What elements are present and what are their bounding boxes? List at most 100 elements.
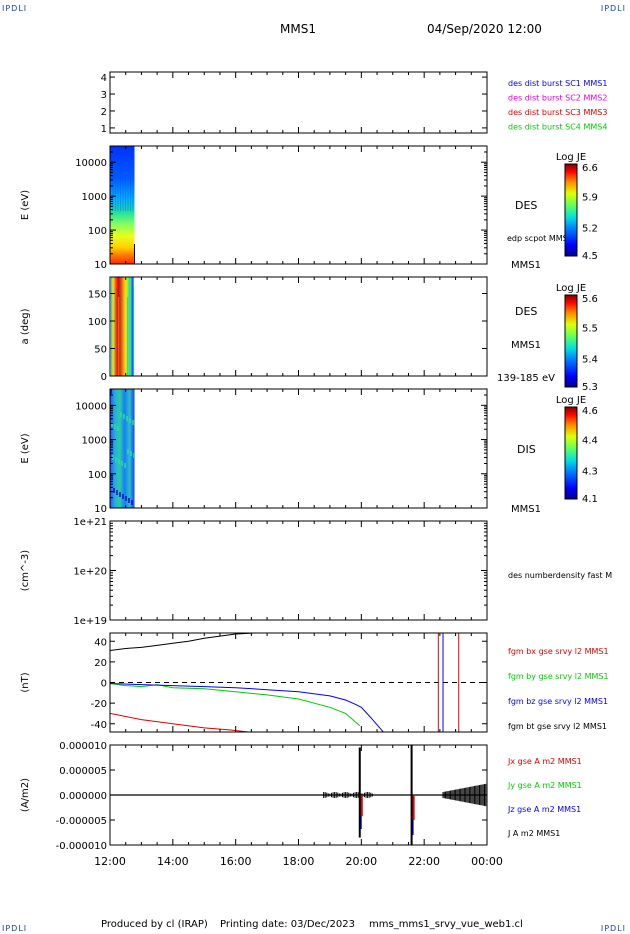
- panel-frame: [109, 388, 488, 509]
- legend-entry: fgm bt gse srvy l2 MMS1: [508, 722, 607, 731]
- fgm-series-line: [109, 712, 249, 733]
- fgm-series-line: [109, 683, 361, 727]
- spectrogram-texture: [120, 146, 121, 211]
- y-axis-label: (cm^-3): [20, 550, 31, 591]
- y-tick-label: 10: [94, 260, 107, 271]
- colorbar-tick: 5.3: [582, 382, 598, 393]
- plot-datetime: 04/Sep/2020 12:00: [427, 22, 542, 36]
- spectrogram-texture: [120, 412, 122, 417]
- spacecraft-label: MMS1: [511, 260, 541, 271]
- y-tick-label: 0.000010: [59, 741, 107, 752]
- colorbar-tick: 5.2: [582, 223, 598, 234]
- panel-frame: [109, 71, 488, 134]
- spectrogram-texture: [111, 422, 113, 427]
- panel-frame: [109, 276, 488, 377]
- y-tick-label: 10000: [75, 158, 107, 169]
- legend-entry: des dist burst SC1 MMS1: [508, 79, 607, 88]
- colorbar-tick: 5.9: [582, 193, 598, 204]
- x-tick-label: 20:00: [345, 855, 377, 868]
- y-axis-label: a (deg): [20, 308, 31, 344]
- y-tick-label: 100: [88, 226, 107, 237]
- colorbar-tick: 5.5: [582, 324, 598, 335]
- y-tick-label: -40: [91, 720, 107, 731]
- corner-label-bottom-right: IPDLI: [600, 924, 626, 933]
- colorbar-title: Log JE: [556, 283, 586, 294]
- y-tick-label: 1e+19: [73, 616, 107, 627]
- spectrogram-texture: [122, 494, 124, 499]
- spectrogram-texture: [133, 287, 135, 376]
- spectrogram-texture: [124, 287, 126, 376]
- y-tick-label: 4: [101, 73, 107, 84]
- y-tick-label: 100: [88, 317, 107, 328]
- des-pitch-spectrogram: [111, 277, 134, 376]
- spectrogram-texture: [133, 453, 135, 458]
- legend-entry: Jx gse A m2 MMS1: [507, 757, 582, 766]
- des-energy-spectrogram: [110, 146, 135, 264]
- spectrogram-texture: [113, 488, 115, 493]
- colorbar-tick: 5.4: [582, 354, 598, 365]
- instrument-label: DES: [515, 305, 537, 318]
- colorbar-tick: 4.1: [582, 494, 598, 505]
- legend-entry: fgm bx gse srvy l2 MMS1: [508, 647, 609, 656]
- spectrogram-texture: [132, 146, 134, 211]
- y-tick-label: 0: [101, 372, 107, 383]
- spectrogram-texture: [117, 426, 119, 431]
- spectrogram-texture: [130, 146, 131, 211]
- spectrogram-texture: [118, 297, 120, 376]
- spectrogram-texture: [126, 416, 128, 421]
- colorbar-tick: 4.4: [582, 436, 598, 447]
- y-tick-label: 0.000005: [59, 766, 107, 777]
- y-tick-label: 1: [101, 124, 107, 135]
- colorbar-tick: 4.6: [582, 406, 598, 417]
- mission-title: MMS1: [280, 22, 316, 36]
- legend-entry: Jz gse A m2 MMS1: [507, 805, 581, 814]
- spectrogram-texture: [130, 277, 132, 376]
- y-tick-label: 2: [101, 107, 107, 118]
- spectrogram-texture: [132, 420, 134, 425]
- y-axis-label: E (eV): [20, 433, 31, 463]
- footer-produced-by: Produced by cl (IRAP): [101, 919, 208, 930]
- colorbar-tick: 4.5: [582, 251, 598, 262]
- spectrogram-texture: [127, 297, 129, 376]
- colorbar-title: Log JE: [556, 395, 586, 406]
- spectrogram-texture: [119, 492, 121, 497]
- y-tick-label: 0.000000: [59, 791, 107, 802]
- x-tick-label: 12:00: [94, 855, 126, 868]
- y-tick-label: 20: [94, 658, 107, 669]
- spectrogram-texture: [124, 463, 126, 468]
- x-tick-label: 14:00: [157, 855, 189, 868]
- legend-entry: des dist burst SC2 MMS2: [508, 94, 607, 103]
- fgm-series-line: [109, 632, 255, 651]
- x-tick-label: 18:00: [283, 855, 315, 868]
- y-tick-label: 10: [94, 504, 107, 515]
- legend-entry: Jy gse A m2 MMS1: [507, 781, 582, 790]
- y-tick-label: 50: [94, 345, 107, 356]
- corner-label-top-right: IPDLI: [600, 4, 626, 13]
- spectrogram-texture: [129, 418, 131, 423]
- spectrogram-texture: [121, 277, 123, 376]
- y-tick-label: 3: [101, 90, 107, 101]
- legend-entry: fgm bz gse srvy l2 MMS1: [508, 697, 608, 706]
- y-axis-label: E (eV): [20, 190, 31, 220]
- y-tick-label: 10000: [75, 401, 107, 412]
- x-tick-label: 16:00: [220, 855, 252, 868]
- y-tick-label: 1000: [82, 192, 107, 203]
- spectrogram-texture: [125, 496, 127, 501]
- x-tick-label: 22:00: [408, 855, 440, 868]
- y-tick-label: 100: [88, 470, 107, 481]
- spacecraft-label: MMS1: [511, 340, 541, 351]
- legend-entry: J A m2 MMS1: [507, 829, 560, 838]
- spectrogram-texture: [110, 389, 112, 394]
- corner-label-bottom-left: IPDLI: [2, 924, 28, 933]
- spectrogram-texture: [122, 146, 124, 211]
- spectrogram-texture: [127, 449, 129, 454]
- y-tick-label: -20: [91, 699, 107, 710]
- legend-entry: des numberdensity fast M: [508, 571, 612, 580]
- instrument-label: DIS: [517, 443, 536, 456]
- spectrogram-texture: [116, 490, 118, 495]
- y-axis-label: (nT): [20, 672, 31, 692]
- panel-frame: [109, 145, 488, 265]
- spectrogram-texture: [125, 146, 126, 211]
- corner-label-top-left: IPDLI: [2, 4, 28, 13]
